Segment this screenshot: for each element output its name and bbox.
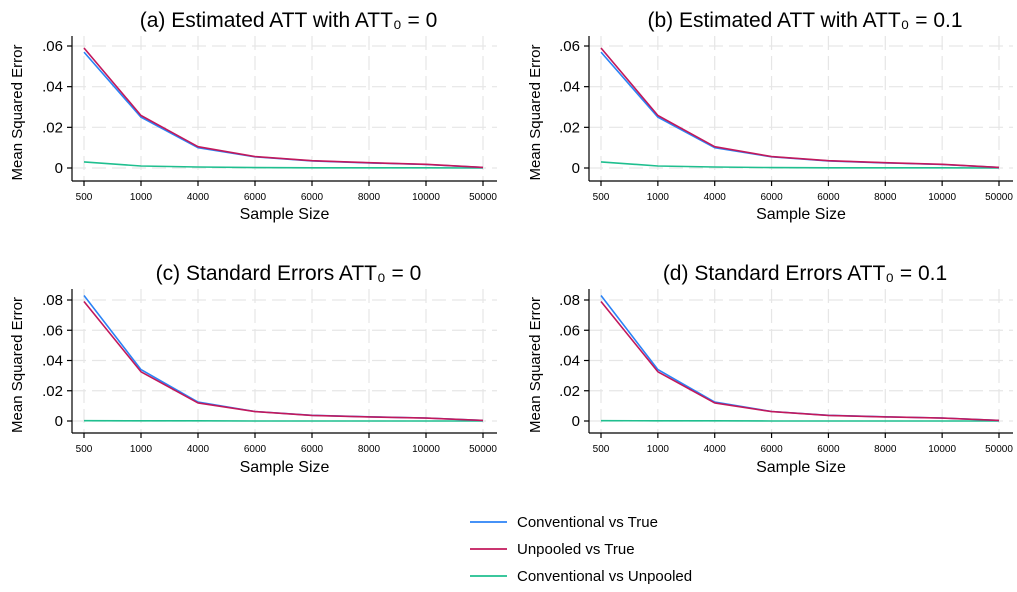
y-tick-label: .02: [559, 383, 580, 400]
series-line-conventional-vs-true: [600, 295, 1000, 422]
y-tick-label: .02: [559, 119, 580, 136]
series-line-unpooled-vs-true: [600, 47, 1000, 169]
y-tick-label: .08: [42, 292, 63, 309]
legend-label-conventional-vs-true: Conventional vs True: [517, 514, 658, 531]
x-tick-label: 6000: [817, 192, 840, 203]
chart-title: (c) Standard Errors ATT₀ = 0: [156, 262, 422, 285]
y-tick-label: .04: [559, 353, 580, 370]
y-axis-label: Mean Squared Error: [527, 297, 544, 433]
x-tick-label: 6000: [760, 444, 783, 455]
x-tick-label: 6000: [244, 444, 267, 455]
y-tick-label: .04: [42, 79, 63, 96]
y-tick-label: .02: [42, 383, 63, 400]
chart-panel-d: .08 .06 .04 .02 0 500 1000 4000 6000 6000 8000 1000…: [527, 262, 1013, 476]
x-tick-label: 1000: [130, 192, 153, 203]
legend-label-conventional-vs-unpooled: Conventional vs Unpooled: [517, 568, 692, 585]
y-tick-label: .06: [42, 38, 63, 55]
x-tick-label: 6000: [244, 192, 267, 203]
x-axis-label: Sample Size: [756, 206, 846, 223]
x-tick-label: 500: [76, 192, 93, 203]
series-line-unpooled-vs-true: [600, 300, 1000, 422]
x-tick-label: 50000: [985, 192, 1013, 203]
y-tick-label: .04: [42, 353, 63, 370]
x-tick-label: 50000: [469, 444, 497, 455]
series-line-conventional-vs-unpooled: [83, 161, 484, 169]
x-tick-label: 8000: [358, 192, 381, 203]
x-tick-label: 6000: [760, 192, 783, 203]
x-tick-label: 10000: [412, 192, 440, 203]
x-tick-label: 1000: [647, 444, 670, 455]
y-axis-label: Mean Squared Error: [527, 45, 544, 181]
y-tick-label: 0: [572, 160, 580, 177]
x-tick-label: 6000: [301, 444, 324, 455]
chart-title: (a) Estimated ATT with ATT₀ = 0: [140, 9, 438, 32]
x-tick-label: 10000: [928, 444, 956, 455]
x-tick-label: 8000: [874, 192, 897, 203]
y-tick-label: 0: [55, 413, 63, 430]
x-tick-label: 4000: [187, 192, 210, 203]
x-tick-label: 500: [76, 444, 93, 455]
y-tick-label: .04: [559, 79, 580, 96]
x-tick-label: 4000: [187, 444, 210, 455]
y-tick-label: 0: [55, 160, 63, 177]
chart-panel-b: .06 .04 .02 0 500 1000 4000 6000 6000 8000 10000 50…: [527, 9, 1013, 223]
x-axis-label: Sample Size: [240, 459, 330, 476]
y-axis-label: Mean Squared Error: [9, 297, 26, 433]
x-axis-label: Sample Size: [756, 459, 846, 476]
chart-title: (b) Estimated ATT with ATT₀ = 0.1: [647, 9, 962, 32]
x-tick-label: 10000: [928, 192, 956, 203]
y-axis-label: Mean Squared Error: [9, 45, 26, 181]
x-tick-label: 50000: [469, 192, 497, 203]
y-tick-label: .06: [42, 322, 63, 339]
x-tick-label: 4000: [704, 444, 727, 455]
x-tick-label: 1000: [647, 192, 670, 203]
series-line-conventional-vs-true: [83, 51, 484, 169]
x-tick-label: 10000: [412, 444, 440, 455]
x-tick-label: 500: [593, 444, 610, 455]
legend: Conventional vs True Unpooled vs True Conv…: [470, 514, 692, 585]
y-tick-label: .06: [559, 38, 580, 55]
y-tick-label: .06: [559, 322, 580, 339]
chart-panel-a: .06 .04 .02 0 500 1000 4000 6000 6000 8000 10000 50…: [9, 9, 497, 223]
chart-panel-c: .08 .06 .04 .02 0 500 1000 4000 6000 6000 8000 1000…: [9, 262, 497, 476]
series-line-conventional-vs-true: [83, 295, 484, 422]
x-tick-label: 8000: [358, 444, 381, 455]
legend-label-unpooled-vs-true: Unpooled vs True: [517, 541, 635, 558]
series-line-unpooled-vs-true: [83, 300, 484, 422]
x-tick-label: 4000: [704, 192, 727, 203]
y-tick-label: .02: [42, 119, 63, 136]
series-line-conventional-vs-unpooled: [600, 161, 1000, 169]
chart-title: (d) Standard Errors ATT₀ = 0.1: [663, 262, 947, 285]
x-tick-label: 8000: [874, 444, 897, 455]
x-tick-label: 6000: [817, 444, 840, 455]
y-tick-label: 0: [572, 413, 580, 430]
x-tick-label: 500: [593, 192, 610, 203]
x-axis-label: Sample Size: [240, 206, 330, 223]
series-line-conventional-vs-true: [600, 51, 1000, 169]
series-line-unpooled-vs-true: [83, 47, 484, 169]
x-tick-label: 50000: [985, 444, 1013, 455]
y-tick-label: .08: [559, 292, 580, 309]
x-tick-label: 6000: [301, 192, 324, 203]
x-tick-label: 1000: [130, 444, 153, 455]
